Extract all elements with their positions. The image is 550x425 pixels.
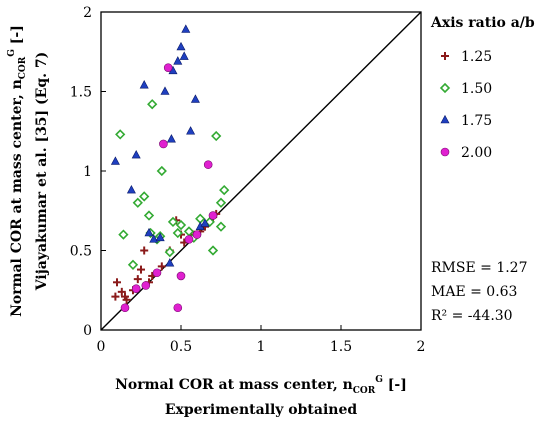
data-point-circle	[184, 235, 194, 244]
data-point-diamond	[139, 191, 150, 202]
data-point-plus	[113, 278, 121, 287]
x-axis-title: Normal COR at mass center, nCORG [-]	[115, 375, 407, 396]
data-point-diamond	[211, 130, 222, 142]
legend-title: Axis ratio a/b	[430, 15, 535, 31]
x-tick-label: 1	[257, 339, 266, 355]
y-axis-title-main: Normal COR at mass center, n	[9, 79, 25, 317]
data-point-triangle	[173, 56, 183, 65]
data-point-triangle	[200, 218, 210, 227]
data-point-circle	[152, 268, 162, 278]
data-point-triangle	[179, 51, 189, 60]
data-point-triangle	[181, 24, 191, 33]
y-axis-subtitle: Vijayakumar et al. [35] (Eq. 7)	[34, 52, 50, 291]
data-point-triangle	[186, 126, 196, 135]
data-point-triangle	[166, 134, 176, 143]
x-tick-label: 0.5	[170, 339, 192, 355]
data-point-diamond	[127, 259, 139, 270]
data-point-diamond	[219, 184, 230, 196]
x-axis-title-unit: [-]	[383, 377, 407, 393]
data-point-diamond	[167, 216, 179, 228]
y-tick-label: 1	[83, 164, 92, 180]
data-point-circle	[173, 303, 183, 313]
data-point-diamond	[164, 246, 175, 258]
data-point-diamond	[115, 129, 126, 140]
data-point-triangle	[176, 41, 186, 51]
x-axis-title-subscript: COR	[353, 386, 376, 396]
x-axis-ticks: 0 0.5 1 1.5 2	[97, 325, 426, 355]
data-point-circle	[141, 281, 151, 290]
legend: Axis ratio a/b 1.25 1.50 1.75 2.00	[430, 15, 535, 161]
y-tick-label: 1.5	[70, 85, 92, 101]
data-point-circle	[163, 63, 173, 72]
y-axis-title-subscript: COR	[18, 56, 28, 79]
x-tick-label: 2	[417, 339, 426, 355]
x-tick-label: 1.5	[330, 339, 352, 355]
data-point-circle	[131, 284, 141, 293]
x-axis-title-main: Normal COR at mass center, n	[115, 377, 353, 393]
data-point-triangle	[165, 258, 175, 267]
stat-rmse: RMSE = 1.27	[431, 260, 528, 276]
data-point-diamond	[195, 213, 206, 224]
data-point-plus	[117, 287, 126, 296]
x-tick-label: 0	[97, 339, 106, 355]
y-axis-title-superscript: G	[7, 49, 17, 57]
data-point-diamond	[215, 221, 227, 232]
y-tick-label: 0.5	[70, 244, 92, 260]
data-point-triangle	[110, 156, 120, 165]
legend-label: 1.25	[461, 49, 492, 65]
data-point-circle	[120, 303, 130, 313]
legend-label: 2.00	[461, 145, 492, 161]
y-tick-label: 0	[83, 323, 92, 339]
reference-line-y-equals-x	[100, 11, 422, 331]
data-point-plus	[111, 292, 120, 301]
x-axis-subtitle: Experimentally obtained	[165, 402, 358, 418]
data-point-plus	[137, 265, 145, 274]
data-point-triangle	[149, 234, 159, 243]
error-statistics: RMSE = 1.27 MAE = 0.63 R² = -44.30	[431, 260, 528, 324]
data-point-triangle	[139, 80, 149, 89]
y-axis-title-unit: [-]	[9, 25, 25, 49]
y-axis-title: Normal COR at mass center, nCORG [-]	[7, 25, 28, 317]
legend-marker-triangle	[440, 114, 450, 124]
data-point-diamond	[215, 197, 227, 208]
data-point-plus	[157, 262, 166, 271]
legend-marker-plus	[441, 52, 449, 60]
data-point-triangle	[126, 184, 136, 194]
data-point-diamond	[175, 219, 187, 231]
data-point-triangle	[155, 232, 165, 242]
y-axis-ticks: 0 0.5 1 1.5 2	[70, 5, 106, 339]
legend-entries: 1.25 1.50 1.75 2.00	[439, 49, 492, 161]
data-point-plus	[133, 275, 142, 284]
data-point-diamond	[118, 229, 129, 240]
data-point-circle	[208, 211, 218, 220]
data-point-triangle	[144, 227, 154, 237]
y-tick-label: 2	[83, 5, 92, 21]
data-point-circle	[192, 230, 202, 239]
data-point-diamond	[172, 227, 183, 239]
data-point-triangle	[160, 86, 170, 95]
data-point-diamond	[207, 245, 219, 256]
data-point-circle	[203, 160, 213, 169]
data-point-plus	[140, 246, 149, 255]
legend-label: 1.75	[461, 113, 492, 129]
data-point-diamond	[156, 165, 167, 177]
data-point-diamond	[132, 197, 143, 208]
data-point-diamond	[143, 210, 155, 221]
data-points	[110, 24, 230, 313]
legend-marker-diamond	[439, 82, 451, 94]
stat-mae: MAE = 0.63	[431, 284, 517, 300]
stat-r2: R² = -44.30	[431, 308, 513, 324]
data-point-plus	[122, 295, 131, 304]
x-axis-title-superscript: G	[375, 375, 383, 385]
data-point-triangle	[131, 149, 141, 159]
plot-area: 0 0.5 1 1.5 2 0 0.5 1 1.5 2	[70, 5, 426, 355]
data-point-triangle	[190, 94, 200, 103]
data-point-diamond	[147, 99, 158, 110]
data-point-circle	[159, 139, 168, 149]
legend-label: 1.50	[461, 81, 492, 97]
data-point-circle	[176, 271, 186, 281]
legend-marker-circle	[440, 147, 450, 157]
